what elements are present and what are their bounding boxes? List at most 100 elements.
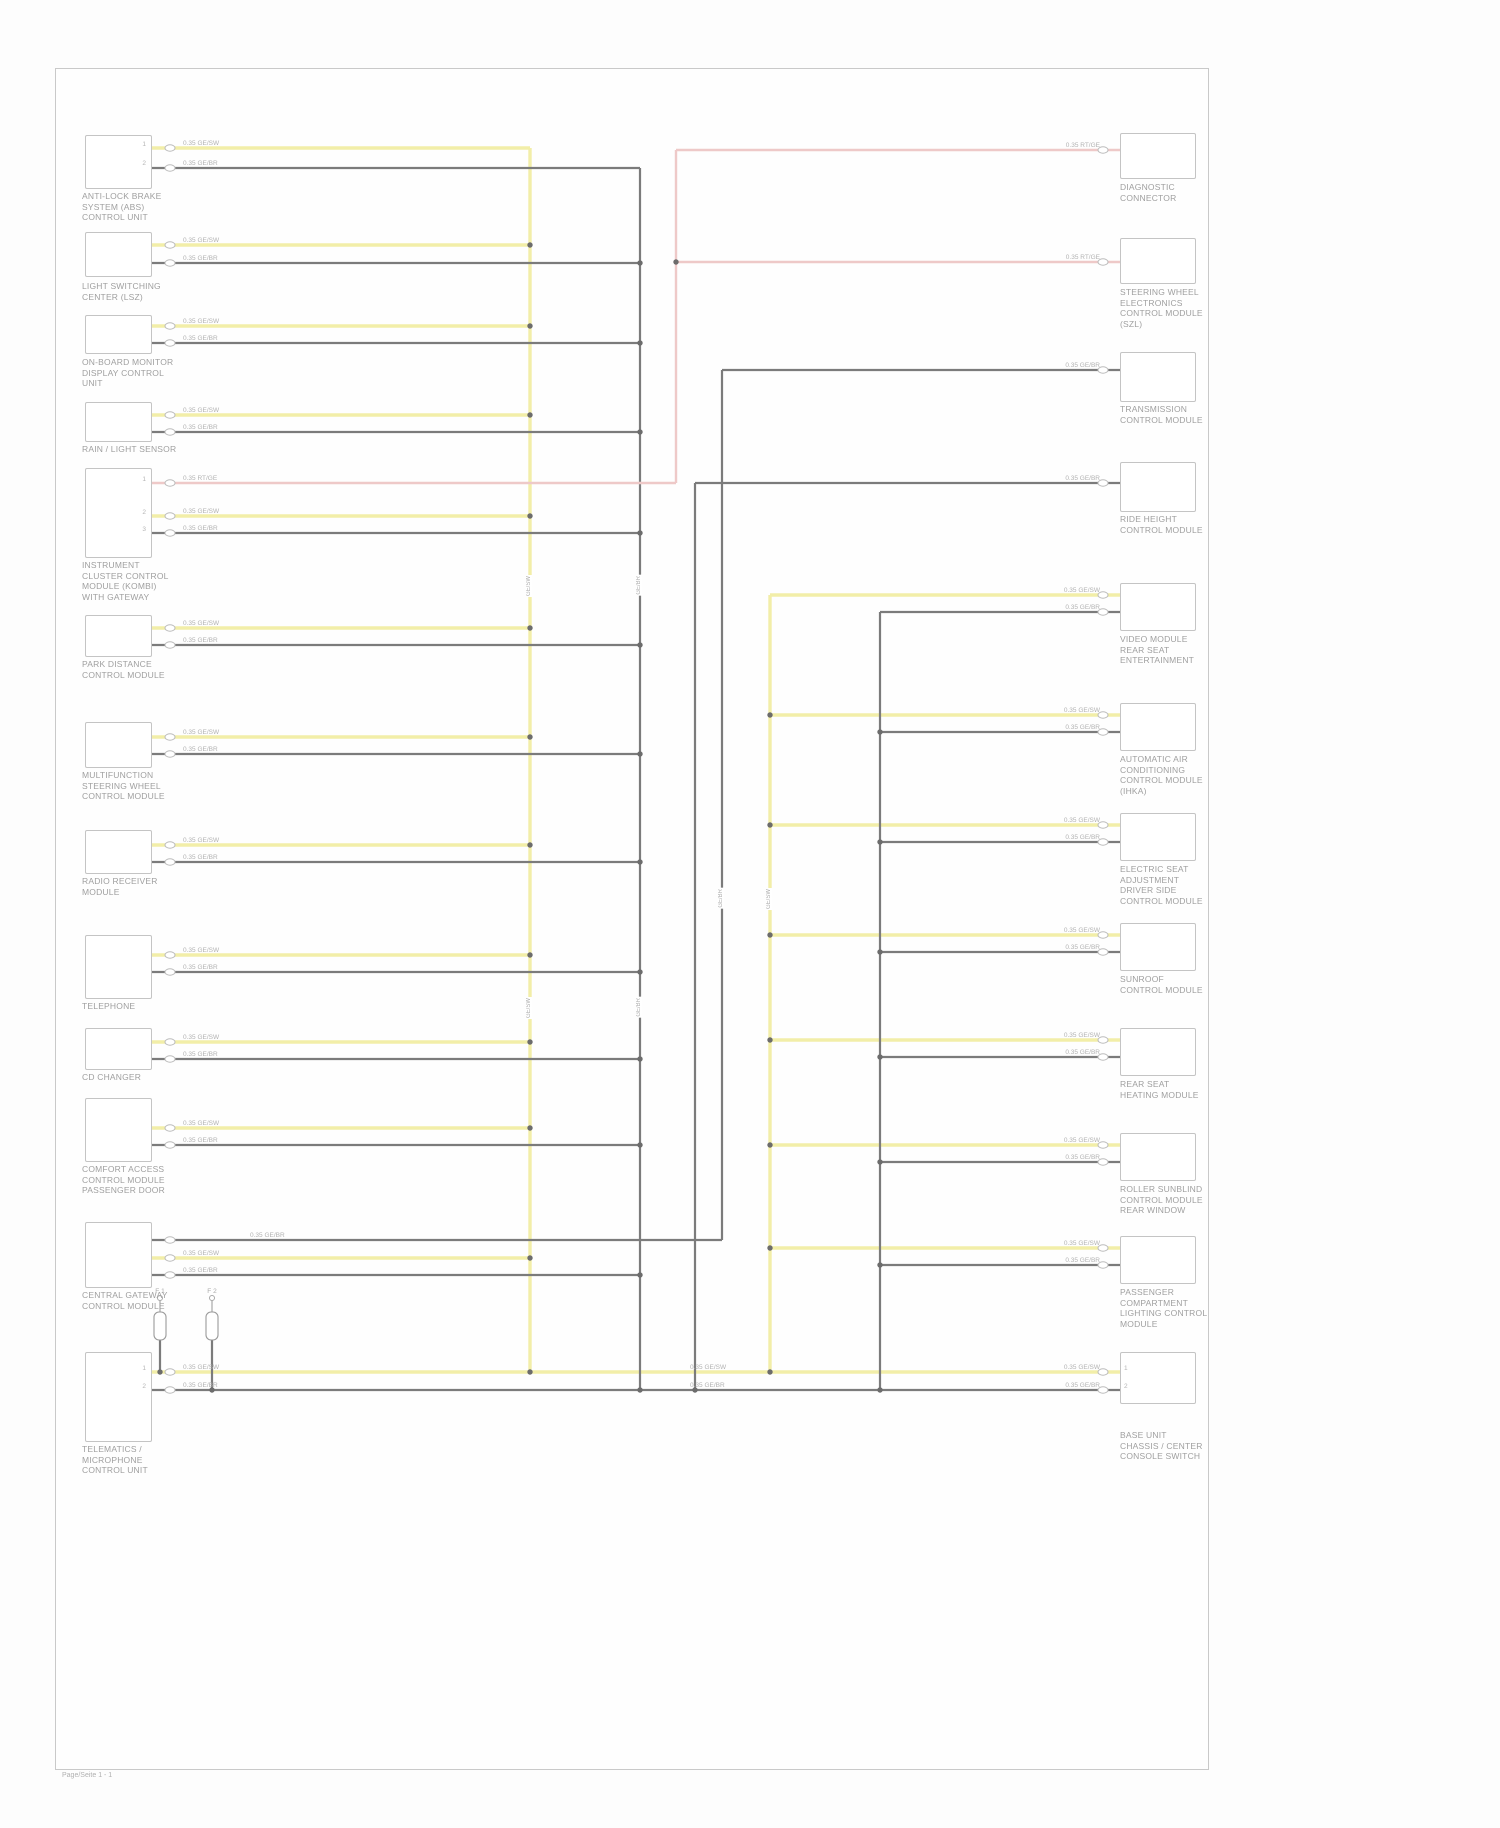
module-label-transmission: TRANSMISSION CONTROL MODULE (1120, 404, 1203, 425)
wire-code: 0.35 GE/BR (1065, 604, 1100, 611)
module-label-radio: RADIO RECEIVER MODULE (82, 876, 158, 897)
module-box-comfort-access (85, 1098, 152, 1162)
module-box-szl (1120, 238, 1196, 284)
module-box-sunblind (1120, 1133, 1196, 1181)
module-label-pdc: PARK DISTANCE CONTROL MODULE (82, 659, 165, 680)
fuse-label-1: F 1 (155, 1288, 165, 1295)
wire-code: 0.35 GE/SW (183, 1120, 220, 1127)
wire-code: 0.35 GE/BR (1065, 1154, 1100, 1161)
wire-code: 0.35 GE/SW (183, 947, 220, 954)
pin-label: 1 (142, 141, 146, 148)
wire-code: 0.35 GE/BR (1065, 944, 1100, 951)
pin-label: 1 (142, 476, 146, 483)
module-box-diagnostic (1120, 133, 1196, 179)
module-box-hvac (1120, 703, 1196, 751)
module-box-mfl (85, 722, 152, 768)
wire-code: 0.35 GE/BR (1065, 834, 1100, 841)
module-box-sunroof (1120, 923, 1196, 971)
module-box-radio (85, 830, 152, 874)
wire-code: 0.35 GE/SW (183, 140, 220, 147)
module-box-telematics (85, 1352, 152, 1442)
fuse-label-2: F 2 (207, 1288, 217, 1295)
page-footer: Page/Seite 1 - 1 (62, 1772, 113, 1779)
wire-code: 0.35 GE/SW (183, 1034, 220, 1041)
module-label-lighting: PASSENGER COMPARTMENT LIGHTING CONTROL M… (1120, 1287, 1208, 1329)
module-box-video (1120, 583, 1196, 631)
wire-code: 0.35 GE/BR (250, 1232, 285, 1239)
bus-chip-label: GE/SW (766, 888, 772, 911)
wire-code: 0.35 GE/BR (183, 1051, 218, 1058)
wire-code: 0.35 GE/SW (183, 1250, 220, 1257)
wire-code: 0.35 GE/SW (183, 729, 220, 736)
wire-code: 0.35 GE/BR (1065, 1382, 1100, 1389)
module-label-seat-heating: REAR SEAT HEATING MODULE (1120, 1079, 1199, 1100)
pin-label: 2 (1124, 1383, 1128, 1390)
module-label-abs: ANTI-LOCK BRAKE SYSTEM (ABS) CONTROL UNI… (82, 191, 162, 222)
pin-label: 3 (142, 526, 146, 533)
wire-code: 0.35 GE/BR (183, 1382, 218, 1389)
module-box-telephone (85, 935, 152, 999)
wire-code: 0.35 GE/SW (1063, 707, 1100, 714)
module-box-abs (85, 135, 152, 189)
bus-chip-label: GE/SW (526, 575, 532, 598)
wire-code: 0.35 GE/SW (1063, 587, 1100, 594)
wire-code: 0.35 GE/SW (183, 407, 220, 414)
module-box-transmission (1120, 352, 1196, 402)
module-label-monitor: ON-BOARD MONITOR DISPLAY CONTROL UNIT (82, 357, 174, 388)
wire-code: 0.35 GE/SW (1063, 1032, 1100, 1039)
wire-code: 0.35 GE/BR (183, 746, 218, 753)
module-box-monitor (85, 315, 152, 354)
module-label-ride-height: RIDE HEIGHT CONTROL MODULE (1120, 514, 1203, 535)
wire-code: 0.35 GE/SW (183, 237, 220, 244)
module-box-base-unit (1120, 1352, 1196, 1404)
module-label-cd-changer: CD CHANGER (82, 1072, 142, 1082)
module-box-rain-sensor (85, 402, 152, 442)
wire-code: 0.35 GE/SW (183, 1364, 220, 1371)
module-label-sunroof: SUNROOF CONTROL MODULE (1120, 974, 1203, 995)
wire-code: 0.35 GE/BR (690, 1382, 725, 1389)
wire-code: 0.35 GE/SW (1063, 1137, 1100, 1144)
wire-code: 0.35 GE/BR (183, 637, 218, 644)
wire-code: 0.35 GE/BR (183, 424, 218, 431)
module-label-sunblind: ROLLER SUNBLIND CONTROL MODULE REAR WIND… (1120, 1184, 1203, 1215)
wire-code: 0.35 GE/BR (183, 1137, 218, 1144)
pin-label: 1 (1124, 1365, 1128, 1372)
wire-code: 0.35 GE/BR (1065, 1257, 1100, 1264)
wire-code: 0.35 GE/SW (183, 620, 220, 627)
wire-code: 0.35 GE/SW (183, 837, 220, 844)
module-label-video: VIDEO MODULE REAR SEAT ENTERTAINMENT (1120, 634, 1195, 665)
wire-code: 0.35 GE/SW (1063, 1364, 1100, 1371)
wire-code: 0.35 GE/SW (1063, 1240, 1100, 1247)
diagram-border-frame (55, 68, 1209, 1770)
module-label-szl: STEERING WHEEL ELECTRONICS CONTROL MODUL… (1120, 287, 1203, 329)
wire-code: 0.35 GE/BR (183, 525, 218, 532)
module-label-telematics: TELEMATICS / MICROPHONE CONTROL UNIT (82, 1444, 148, 1475)
wire-code: 0.35 GE/SW (183, 508, 220, 515)
wire-code: 0.35 GE/BR (1065, 1049, 1100, 1056)
wire-code: 0.35 GE/BR (183, 335, 218, 342)
module-label-seat: ELECTRIC SEAT ADJUSTMENT DRIVER SIDE CON… (1120, 864, 1203, 906)
module-label-mfl: MULTIFUNCTION STEERING WHEEL CONTROL MOD… (82, 770, 165, 801)
pin-label: 1 (142, 1365, 146, 1372)
module-label-diagnostic: DIAGNOSTIC CONNECTOR (1120, 182, 1177, 203)
wire-code: 0.35 GE/SW (690, 1364, 727, 1371)
pin-label: 2 (142, 160, 146, 167)
module-label-gateway: CENTRAL GATEWAY CONTROL MODULE (82, 1290, 168, 1311)
bus-chip-label: GE/BR (636, 575, 642, 596)
module-label-telephone: TELEPHONE (82, 1001, 136, 1011)
wire-code: 0.35 GE/SW (183, 318, 220, 325)
module-label-cluster: INSTRUMENT CLUSTER CONTROL MODULE (KOMBI… (82, 560, 169, 602)
module-label-base-unit: BASE UNIT CHASSIS / CENTER CONSOLE SWITC… (1120, 1430, 1203, 1461)
wire-code: 0.35 RT/GE (183, 475, 218, 482)
module-box-cluster (85, 468, 152, 558)
module-box-gateway (85, 1222, 152, 1288)
module-label-comfort-access: COMFORT ACCESS CONTROL MODULE PASSENGER … (82, 1164, 165, 1195)
pin-label: 2 (142, 1383, 146, 1390)
module-box-ride-height (1120, 462, 1196, 512)
module-label-rain-sensor: RAIN / LIGHT SENSOR (82, 444, 177, 454)
wire-code: 0.35 GE/BR (183, 1267, 218, 1274)
wire-code: 0.35 GE/BR (183, 854, 218, 861)
wire-code: 0.35 RT/GE (1065, 254, 1100, 261)
wire-code: 0.35 GE/BR (1065, 724, 1100, 731)
